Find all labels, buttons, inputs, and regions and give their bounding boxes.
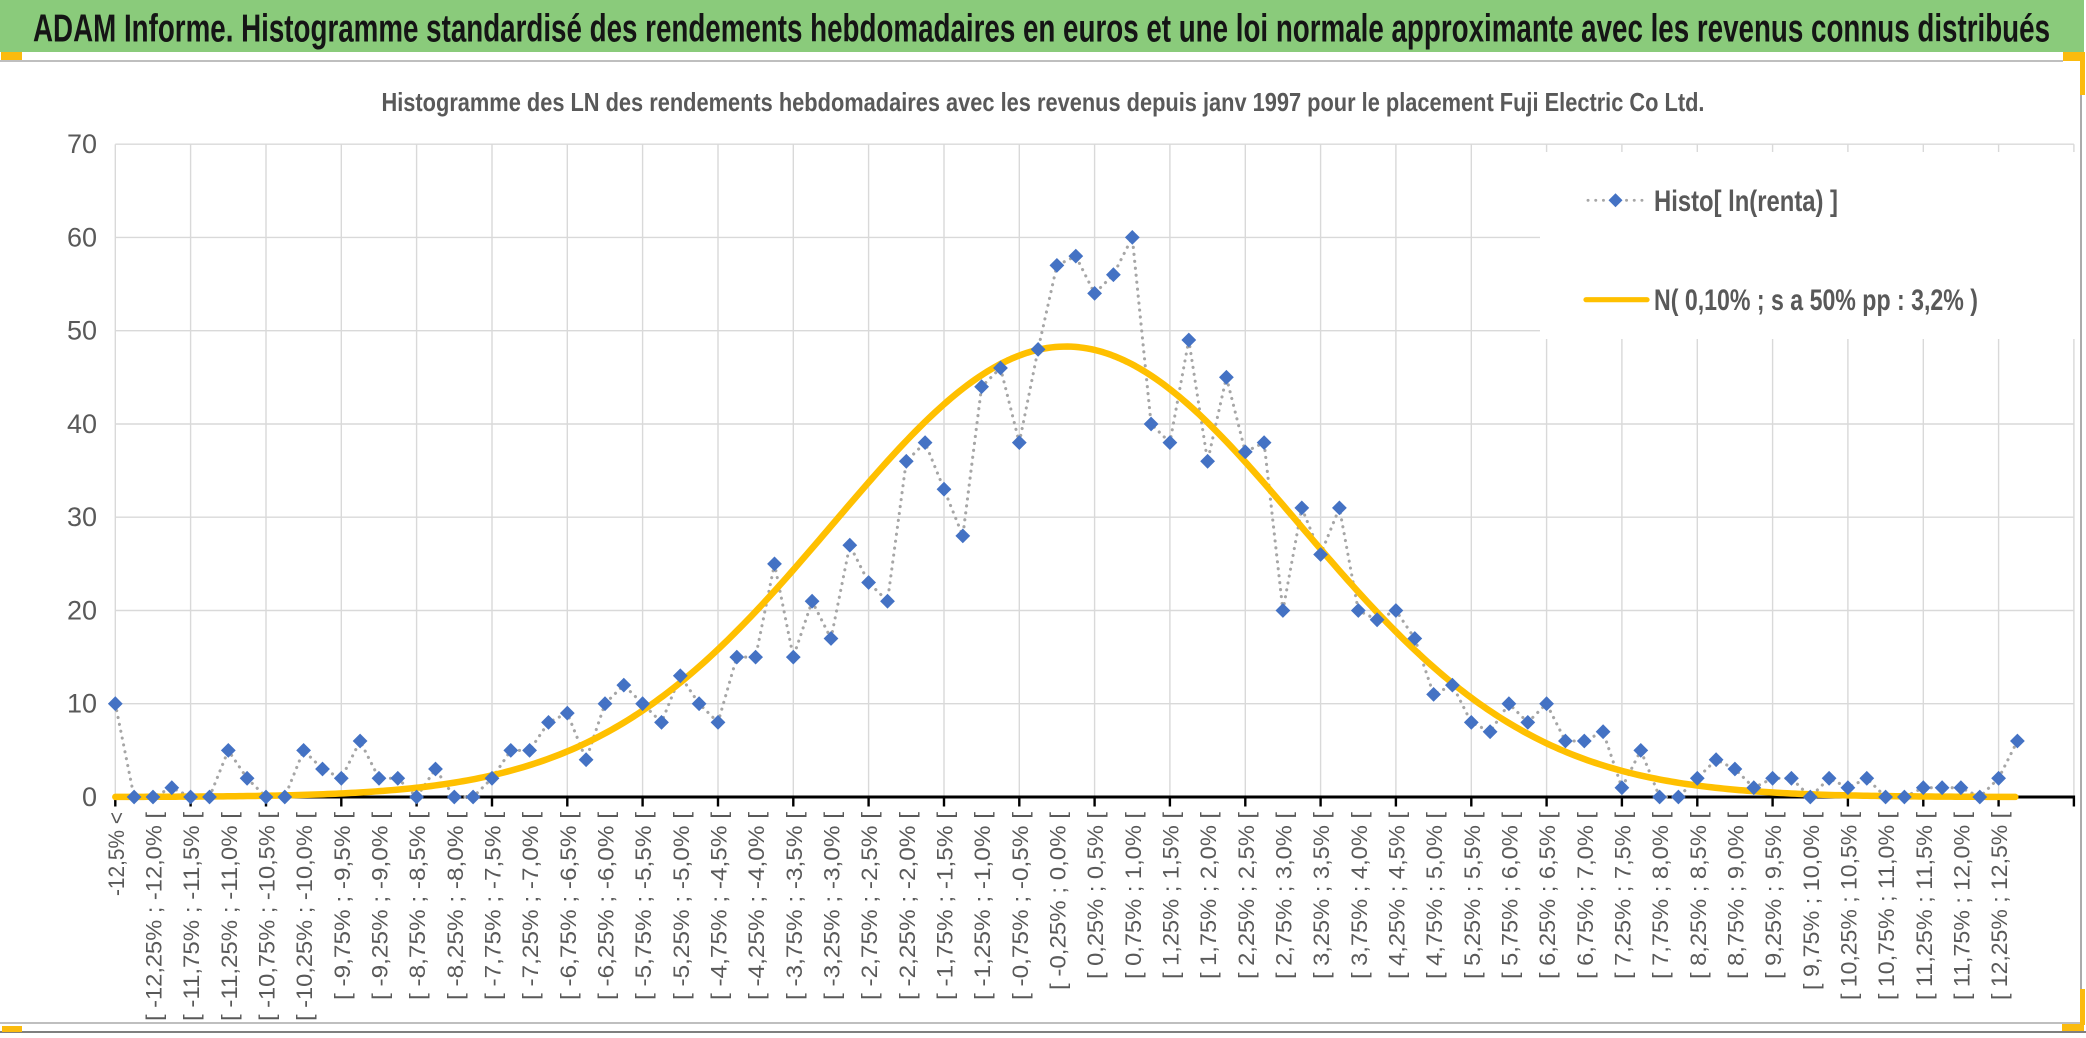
svg-text:[ 9,75% ; 10,0% [: [ 9,75% ; 10,0% [	[1799, 812, 1824, 990]
svg-text:[ 9,25% ; 9,5% [: [ 9,25% ; 9,5% [	[1761, 812, 1786, 979]
svg-text:[ -5,25% ; -5,0% [: [ -5,25% ; -5,0% [	[669, 812, 694, 1000]
svg-text:N( 0,10% ; s a 50% pp : 3,2% ): N( 0,10% ; s a 50% pp : 3,2% )	[1654, 284, 1978, 317]
svg-text:[ -0,25% ; 0,0% [: [ -0,25% ; 0,0% [	[1045, 812, 1070, 990]
svg-text:[ 5,75% ; 6,0% [: [ 5,75% ; 6,0% [	[1497, 812, 1522, 979]
svg-text:ADAM Informe. Histogramme stan: ADAM Informe. Histogramme standardisé de…	[33, 8, 2050, 51]
svg-text:[ 5,25% ; 5,5% [: [ 5,25% ; 5,5% [	[1460, 812, 1485, 979]
svg-text:10: 10	[67, 689, 97, 719]
svg-text:40: 40	[67, 409, 97, 439]
svg-text:[ -10,75% ; -10,5% [: [ -10,75% ; -10,5% [	[255, 812, 280, 1021]
svg-text:-12,5% <: -12,5% <	[104, 812, 129, 896]
svg-text:[ -7,25% ; -7,0% [: [ -7,25% ; -7,0% [	[518, 812, 543, 1000]
svg-text:[ 7,25% ; 7,5% [: [ 7,25% ; 7,5% [	[1610, 812, 1635, 979]
svg-text:[ 8,25% ; 8,5% [: [ 8,25% ; 8,5% [	[1686, 812, 1711, 979]
svg-text:[ -2,75% ; -2,5% [: [ -2,75% ; -2,5% [	[857, 812, 882, 1000]
svg-text:[ -4,25% ; -4,0% [: [ -4,25% ; -4,0% [	[744, 812, 769, 1000]
svg-text:[ -11,25% ; -11,0% [: [ -11,25% ; -11,0% [	[217, 812, 242, 1021]
svg-text:[ 0,25% ; 0,5% [: [ 0,25% ; 0,5% [	[1083, 812, 1108, 979]
svg-text:[ -3,25% ; -3,0% [: [ -3,25% ; -3,0% [	[820, 812, 845, 1000]
svg-text:[ -8,75% ; -8,5% [: [ -8,75% ; -8,5% [	[405, 812, 430, 1000]
svg-text:[ 11,75% ; 12,0% [: [ 11,75% ; 12,0% [	[1949, 812, 1974, 1000]
svg-text:50: 50	[67, 316, 97, 346]
svg-text:[ -12,25% ; -12,0% [: [ -12,25% ; -12,0% [	[142, 812, 167, 1021]
svg-text:[ 12,25% ; 12,5% [: [ 12,25% ; 12,5% [	[1987, 812, 2012, 1000]
svg-text:[ 8,75% ; 9,0% [: [ 8,75% ; 9,0% [	[1723, 812, 1748, 979]
svg-text:[ 11,25% ; 11,5% [: [ 11,25% ; 11,5% [	[1912, 812, 1937, 1000]
svg-text:70: 70	[67, 129, 97, 159]
svg-text:Histo[ ln(renta) ]: Histo[ ln(renta) ]	[1654, 185, 1838, 218]
svg-text:20: 20	[67, 596, 97, 626]
svg-text:[ -5,75% ; -5,5% [: [ -5,75% ; -5,5% [	[631, 812, 656, 1000]
svg-text:[ -10,25% ; -10,0% [: [ -10,25% ; -10,0% [	[292, 812, 317, 1021]
svg-text:[ 3,75% ; 4,0% [: [ 3,75% ; 4,0% [	[1347, 812, 1372, 979]
svg-text:[ -4,75% ; -4,5% [: [ -4,75% ; -4,5% [	[707, 812, 732, 1000]
svg-text:30: 30	[67, 502, 97, 532]
svg-text:0: 0	[82, 782, 97, 812]
svg-text:[ -3,75% ; -3,5% [: [ -3,75% ; -3,5% [	[782, 812, 807, 1000]
svg-text:[ 3,25% ; 3,5% [: [ 3,25% ; 3,5% [	[1309, 812, 1334, 979]
svg-text:[ 1,75% ; 2,0% [: [ 1,75% ; 2,0% [	[1196, 812, 1221, 979]
svg-text:[ 4,75% ; 5,0% [: [ 4,75% ; 5,0% [	[1422, 812, 1447, 979]
svg-text:[ -11,75% ; -11,5% [: [ -11,75% ; -11,5% [	[179, 812, 204, 1021]
svg-text:[ 6,25% ; 6,5% [: [ 6,25% ; 6,5% [	[1535, 812, 1560, 979]
svg-text:[ -6,75% ; -6,5% [: [ -6,75% ; -6,5% [	[556, 812, 581, 1000]
svg-text:[ -0,75% ; -0,5% [: [ -0,75% ; -0,5% [	[1008, 812, 1033, 1000]
svg-text:[ -7,75% ; -7,5% [: [ -7,75% ; -7,5% [	[481, 812, 506, 1000]
svg-text:[ 4,25% ; 4,5% [: [ 4,25% ; 4,5% [	[1384, 812, 1409, 979]
svg-text:[ 7,75% ; 8,0% [: [ 7,75% ; 8,0% [	[1648, 812, 1673, 979]
svg-text:[ 6,75% ; 7,0% [: [ 6,75% ; 7,0% [	[1573, 812, 1598, 979]
svg-text:[ 10,75% ; 11,0% [: [ 10,75% ; 11,0% [	[1874, 812, 1899, 1000]
svg-text:[ -9,25% ; -9,0% [: [ -9,25% ; -9,0% [	[368, 812, 393, 1000]
svg-text:[ 10,25% ; 10,5% [: [ 10,25% ; 10,5% [	[1836, 812, 1861, 1000]
svg-text:[ -1,75% ; -1,5% [: [ -1,75% ; -1,5% [	[933, 812, 958, 1000]
svg-text:60: 60	[67, 222, 97, 252]
svg-text:[ -1,25% ; -1,0% [: [ -1,25% ; -1,0% [	[970, 812, 995, 1000]
svg-text:[ -6,25% ; -6,0% [: [ -6,25% ; -6,0% [	[594, 812, 619, 1000]
svg-text:[ 2,75% ; 3,0% [: [ 2,75% ; 3,0% [	[1271, 812, 1296, 979]
svg-text:[ -2,25% ; -2,0% [: [ -2,25% ; -2,0% [	[895, 812, 920, 1000]
svg-text:[ 0,75% ; 1,0% [: [ 0,75% ; 1,0% [	[1121, 812, 1146, 979]
svg-text:[ -9,75% ; -9,5% [: [ -9,75% ; -9,5% [	[330, 812, 355, 1000]
svg-text:[ 2,25% ; 2,5% [: [ 2,25% ; 2,5% [	[1234, 812, 1259, 979]
svg-text:Histogramme des LN des rendeme: Histogramme des LN des rendements hebdom…	[382, 87, 1705, 117]
svg-text:[ -8,25% ; -8,0% [: [ -8,25% ; -8,0% [	[443, 812, 468, 1000]
svg-text:[ 1,25% ; 1,5% [: [ 1,25% ; 1,5% [	[1158, 812, 1183, 979]
